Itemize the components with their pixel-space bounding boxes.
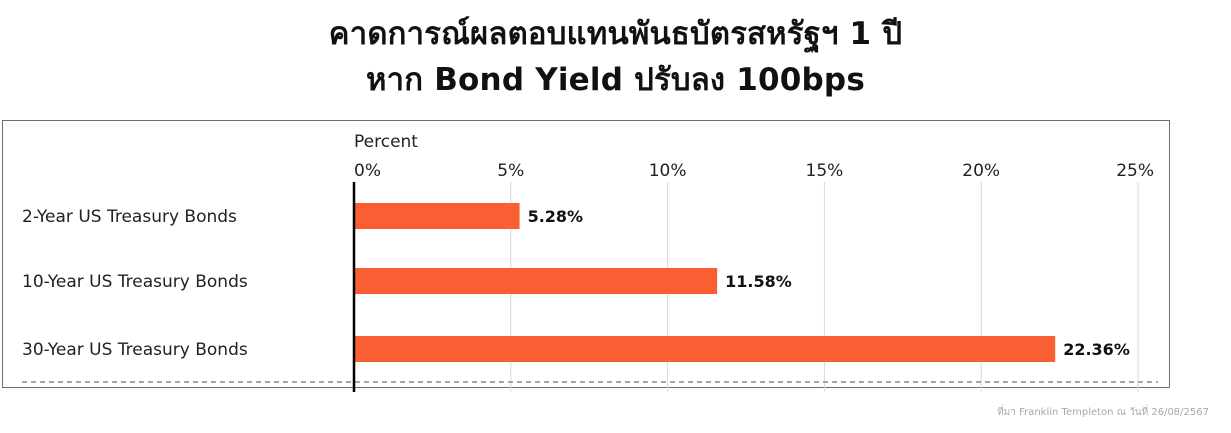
category-label: 2-Year US Treasury Bonds xyxy=(22,207,237,227)
chart-title-line-1: คาดการณ์ผลตอบแทนพันธบัตรสหรัฐฯ 1 ปี xyxy=(328,16,903,52)
category-label: 30-Year US Treasury Bonds xyxy=(22,340,248,360)
bar-1 xyxy=(354,268,718,294)
bar-0 xyxy=(354,203,520,229)
x-tick-label: 0% xyxy=(354,161,381,181)
x-tick-label: 10% xyxy=(649,161,687,181)
source-note: ที่มา Franklin Templeton ณ วันที่ 26/08/… xyxy=(997,407,1209,418)
data-label: 22.36% xyxy=(1063,340,1130,359)
x-tick-label: 5% xyxy=(497,161,524,181)
x-tick-label: 15% xyxy=(806,161,844,181)
x-axis-label: Percent xyxy=(354,132,418,152)
x-tick-label: 25% xyxy=(1116,161,1154,181)
bar-2 xyxy=(354,336,1056,362)
category-label: 10-Year US Treasury Bonds xyxy=(22,272,248,292)
x-tick-label: 20% xyxy=(962,161,1000,181)
data-label: 11.58% xyxy=(725,272,792,291)
data-label: 5.28% xyxy=(528,207,584,226)
chart-title-line-2: หาก Bond Yield ปรับลง 100bps xyxy=(366,62,865,98)
